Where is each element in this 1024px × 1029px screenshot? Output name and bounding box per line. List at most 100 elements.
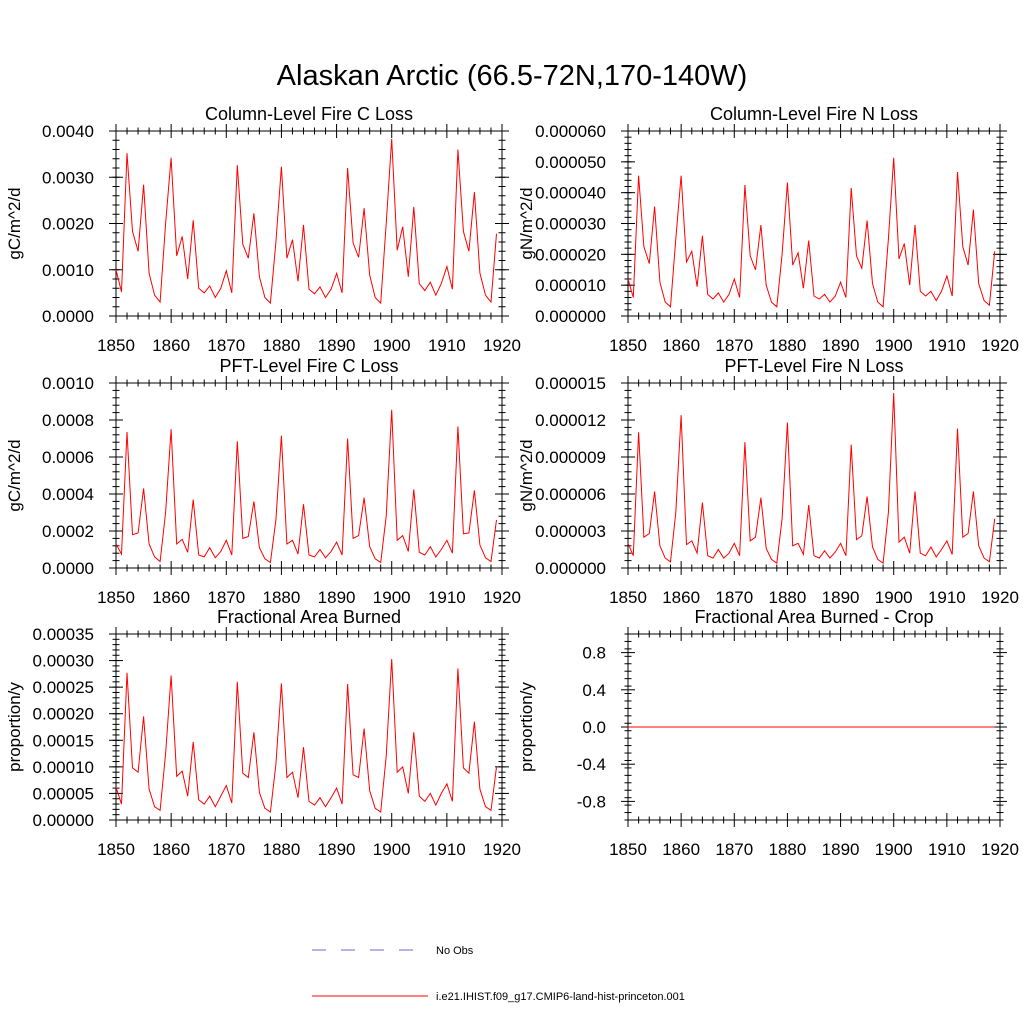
x-tick-label: 1860 [152,336,190,355]
panel-title: Fractional Area Burned [217,607,401,627]
x-tick-label: 1910 [428,336,466,355]
figure-title: Alaskan Arctic (66.5-72N,170-140W) [277,60,748,92]
y-tick-label: 0.000060 [535,122,606,141]
y-tick-label: 0.0002 [42,522,94,541]
panel-title: Column-Level Fire C Loss [205,104,413,124]
panel-1: Column-Level Fire C Loss gC/m^2/d 1850 1860… [5,104,521,355]
x-tick-label: 1850 [609,840,647,859]
panel-3: PFT-Level Fire C Loss gC/m^2/d 1850 1860 187… [5,356,521,607]
y-tick-label: 0.00015 [33,731,94,750]
x-tick-label: 1850 [97,588,135,607]
series-line [115,138,497,305]
panel-title: Column-Level Fire N Loss [710,104,918,124]
y-tick-label: 0.0000 [42,307,94,326]
panel-title: Fractional Area Burned - Crop [694,607,933,627]
y-tick-label: 0.0 [582,718,606,737]
x-tick-label: 1870 [207,840,245,859]
y-tick-label: 0.0010 [42,261,94,280]
x-tick-label: 1880 [263,588,301,607]
x-tick-label: 1890 [318,840,356,859]
panel-2: Column-Level Fire N Loss gN/m^2/d 1850 1860… [517,104,1019,355]
y-tick-label: 0.000009 [535,448,606,467]
x-tick-label: 1920 [981,588,1019,607]
x-tick-label: 1870 [207,588,245,607]
x-tick-label: 1850 [97,336,135,355]
x-tick-label: 1900 [875,840,913,859]
x-tick-label: 1850 [97,840,135,859]
y-axis-label: proportion/y [517,682,536,772]
series-line [627,392,996,564]
legend-label-model: i.e21.IHIST.f09_g17.CMIP6-land-hist-prin… [436,991,685,1003]
y-tick-label: 0.000000 [535,559,606,578]
x-tick-label: 1860 [662,336,700,355]
y-tick-label: 0.00030 [33,652,94,671]
x-tick-label: 1860 [152,588,190,607]
x-tick-label: 1860 [662,588,700,607]
panel-6: Fractional Area Burned - Crop proportion/… [517,607,1019,859]
x-tick-label: 1900 [373,336,411,355]
y-tick-label: 0.000020 [535,245,606,264]
series-line [627,157,996,308]
x-tick-label: 1900 [875,336,913,355]
y-tick-label: 0.0010 [42,374,94,393]
x-tick-label: 1850 [609,588,647,607]
y-tick-label: 0.000010 [535,276,606,295]
plot-frame [627,382,1001,569]
x-tick-label: 1890 [318,336,356,355]
y-tick-label: 0.00005 [33,784,94,803]
y-tick-label: -0.8 [577,792,606,811]
y-axis-label: gN/m^2/d [517,187,536,259]
x-tick-label: 1870 [715,336,753,355]
x-tick-label: 1870 [715,840,753,859]
x-tick-label: 1880 [263,840,301,859]
y-tick-label: 0.000000 [535,307,606,326]
x-tick-label: 1870 [715,588,753,607]
legend: No Obs i.e21.IHIST.f09_g17.CMIP6-land-hi… [312,945,685,1003]
y-tick-label: 0.8 [582,644,606,663]
x-tick-label: 1890 [318,588,356,607]
y-tick-label: 0.0006 [42,448,94,467]
panel-4: PFT-Level Fire N Loss gN/m^2/d 1850 1860 187… [517,356,1019,607]
y-tick-label: 0.0030 [42,168,94,187]
plot-frame [115,382,503,569]
x-tick-label: 1910 [428,840,466,859]
y-tick-label: 0.000040 [535,184,606,203]
y-axis-label: gN/m^2/d [517,439,536,511]
x-tick-label: 1870 [207,336,245,355]
panel-title: PFT-Level Fire N Loss [724,356,903,376]
y-tick-label: 0.000030 [535,215,606,234]
y-tick-label: -0.4 [577,755,606,774]
panel-5: Fractional Area Burned proportion/y 1850 18… [5,607,521,859]
y-tick-label: 0.0020 [42,215,94,234]
x-tick-label: 1890 [822,840,860,859]
x-tick-label: 1890 [822,336,860,355]
x-tick-label: 1920 [483,840,521,859]
x-tick-label: 1900 [373,840,411,859]
plot-frame [115,633,503,821]
y-tick-label: 0.0004 [42,485,94,504]
x-tick-label: 1920 [483,588,521,607]
x-tick-label: 1920 [981,840,1019,859]
x-tick-label: 1900 [875,588,913,607]
y-tick-label: 0.000012 [535,411,606,430]
y-tick-label: 0.00020 [33,705,94,724]
x-tick-label: 1910 [928,336,966,355]
x-tick-label: 1910 [928,588,966,607]
y-axis-label: gC/m^2/d [5,439,24,511]
y-tick-label: 0.0040 [42,122,94,141]
y-tick-label: 0.000015 [535,374,606,393]
x-tick-label: 1920 [483,336,521,355]
y-tick-label: 0.000006 [535,485,606,504]
x-tick-label: 1860 [662,840,700,859]
y-tick-label: 0.4 [582,681,606,700]
x-tick-label: 1910 [928,840,966,859]
x-tick-label: 1920 [981,336,1019,355]
x-tick-label: 1890 [822,588,860,607]
x-tick-label: 1910 [428,588,466,607]
y-tick-label: 0.00000 [33,811,94,830]
y-tick-label: 0.0000 [42,559,94,578]
x-tick-label: 1880 [769,588,807,607]
x-tick-label: 1880 [769,336,807,355]
x-tick-label: 1860 [152,840,190,859]
